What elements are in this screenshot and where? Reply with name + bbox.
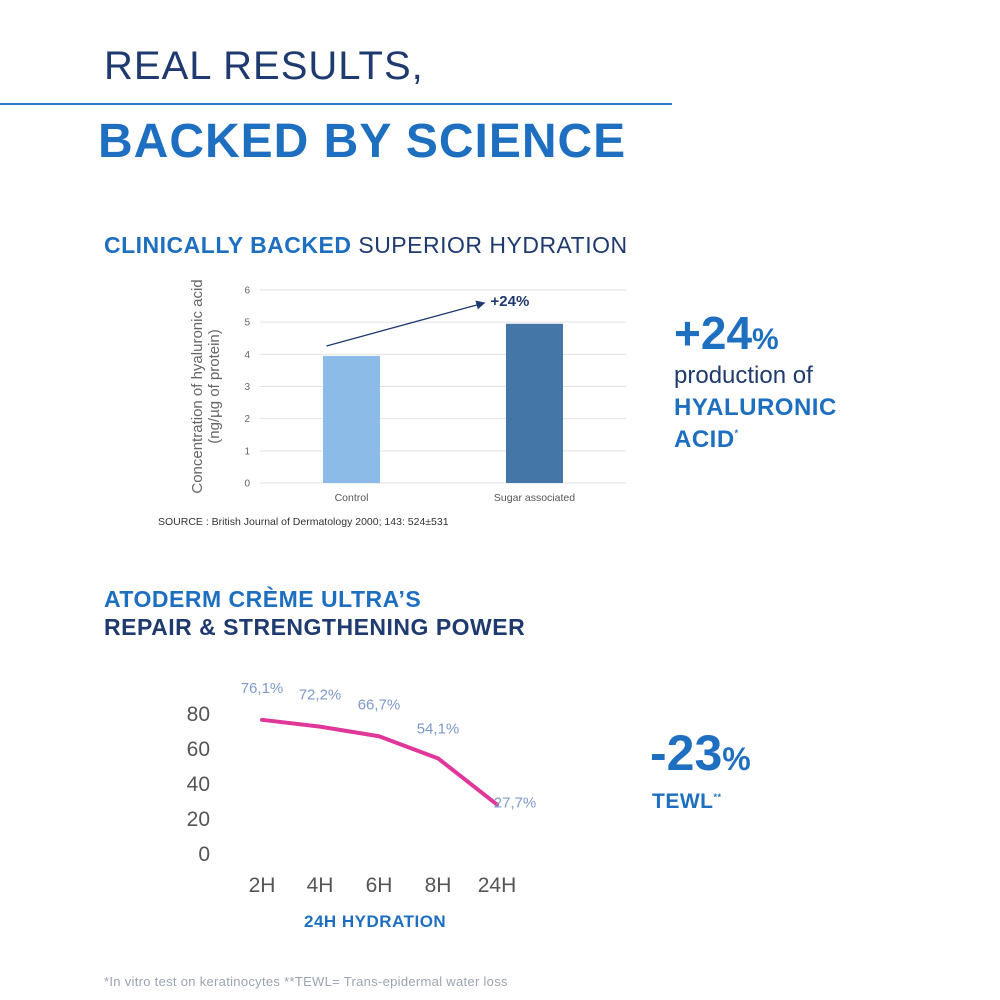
stat1-line3-text: ACID <box>674 426 735 453</box>
hydration-line-chart: 0 20 40 60 80 2H 4H 6H 8H 24H 76,1% 72,2% 66,7% 54,1%… <box>187 680 537 897</box>
title-line-1: REAL RESULTS, <box>104 44 424 88</box>
chart1-bar <box>506 323 563 483</box>
stat1-value: +24% <box>674 306 779 360</box>
chart2-data-label: 66,7% <box>358 696 401 713</box>
stat2-value: -23% <box>650 724 751 782</box>
chart1-annotation: +24% <box>491 293 530 310</box>
chart1-y-tick-label: 3 <box>244 382 250 393</box>
chart2-y-tick-label: 20 <box>187 808 210 831</box>
chart1-y-tick-label: 6 <box>244 286 250 297</box>
section2-heading-line1: ATODERM CRÈME ULTRA’S <box>104 586 422 612</box>
chart1-bar <box>323 355 380 483</box>
stat1-unit: % <box>752 323 779 356</box>
chart2-y-tick-label: 40 <box>187 773 210 796</box>
chart1-y-axis-label-line1: Concentration of hyaluronic acid <box>189 279 206 493</box>
chart2-data-label: 76,1% <box>241 680 284 697</box>
stat2-unit: % <box>722 741 751 777</box>
chart1-x-tick-label: Control <box>335 492 369 504</box>
stat2-footnote-mark: ** <box>713 792 722 802</box>
chart1-x-tick-label: Sugar associated <box>494 492 575 504</box>
footnote: *In vitro test on keratinocytes **TEWL= … <box>104 974 508 989</box>
stat1-number: +24 <box>674 307 753 359</box>
section2-heading-line2: REPAIR & STRENGTHENING POWER <box>104 614 526 640</box>
chart1-y-tick-label: 0 <box>244 479 250 490</box>
chart2-data-label: 54,1% <box>417 720 460 737</box>
stat1-footnote-mark: * <box>734 428 739 438</box>
chart1-growth-arrow <box>326 300 486 347</box>
stat1-line3: ACID* <box>674 426 739 454</box>
section1-heading-rest: SUPERIOR HYDRATION <box>351 232 628 258</box>
chart2-data-label: 72,2% <box>299 687 342 704</box>
chart2-x-tick-label: 6H <box>366 874 393 897</box>
chart2-x-tick-label: 24H <box>478 874 517 897</box>
stat2-label: TEWL** <box>652 790 722 814</box>
chart1-y-axis-label-line2: (ng/µg of protein) <box>206 329 223 444</box>
chart1-y-tick-label: 5 <box>244 318 250 329</box>
chart1-source: SOURCE : British Journal of Dermatology … <box>158 516 449 528</box>
chart1-y-tick-label: 2 <box>244 414 250 425</box>
chart1-y-tick-label: 4 <box>244 350 250 361</box>
chart2-x-title: 24H HYDRATION <box>304 912 447 931</box>
section1-heading-highlight: CLINICALLY BACKED <box>104 232 352 258</box>
chart2-data-label: 27,7% <box>494 795 537 812</box>
chart1-y-tick-label: 1 <box>244 446 250 457</box>
stat2-label-text: TEWL <box>652 790 714 813</box>
section1-heading: CLINICALLY BACKED SUPERIOR HYDRATION <box>104 232 628 259</box>
stat2-number: -23 <box>650 725 723 781</box>
chart2-y-tick-label: 80 <box>187 703 210 726</box>
title-line-2: BACKED BY SCIENCE <box>98 115 627 168</box>
title-divider <box>0 103 672 105</box>
chart2-x-tick-label: 2H <box>249 874 276 897</box>
stat1-line2: HYALURONIC <box>674 394 837 421</box>
chart1-y-axis-label: Concentration of hyaluronic acid(ng/µg o… <box>189 279 223 493</box>
chart2-x-tick-label: 4H <box>307 874 334 897</box>
stat1-line1: production of <box>674 362 813 389</box>
chart2-y-tick-label: 0 <box>198 843 210 866</box>
chart2-y-tick-label: 60 <box>187 738 210 761</box>
chart2-x-tick-label: 8H <box>425 874 452 897</box>
chart2-series-line <box>260 717 499 807</box>
hyaluronic-bar-chart: 0 1 2 3 4 5 6 Control Sugar associated Concentrat… <box>189 279 626 504</box>
